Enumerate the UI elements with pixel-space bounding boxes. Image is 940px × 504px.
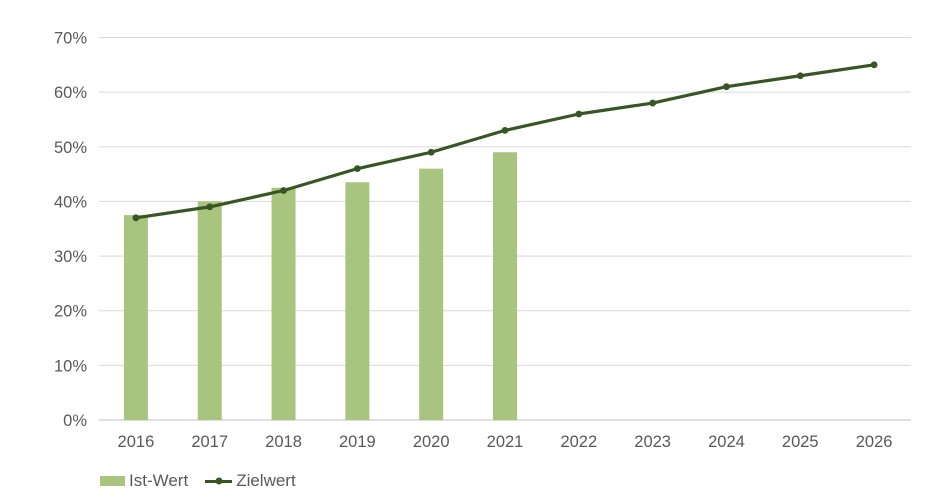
zielwert-marker-2023	[649, 99, 657, 107]
zielwert-marker-2016	[132, 214, 140, 222]
chart-legend: Ist-Wert Zielwert	[100, 470, 313, 492]
zielwert-marker-2021	[501, 126, 509, 134]
y-tick-label-30: 30%	[54, 248, 87, 266]
x-tick-label-2026: 2026	[856, 433, 893, 451]
zielwert-marker-2020	[427, 148, 435, 156]
bar-2016	[123, 215, 148, 420]
x-tick-label-2025: 2025	[782, 433, 819, 451]
legend-item-zielwert: Zielwert	[205, 471, 296, 491]
x-tick-label-2016: 2016	[118, 433, 155, 451]
zielwert-marker-2019	[353, 165, 361, 173]
legend-label-zielwert: Zielwert	[236, 471, 296, 490]
x-tick-label-2021: 2021	[487, 433, 524, 451]
bar-2021	[493, 152, 517, 420]
x-tick-label-2024: 2024	[708, 433, 745, 451]
zielwert-marker-2025	[796, 72, 804, 80]
zielwert-marker-2022	[575, 110, 583, 118]
zielwert-marker-2017	[206, 203, 214, 211]
zielwert-marker-icon	[215, 477, 223, 485]
x-tick-label-2023: 2023	[634, 433, 671, 451]
zielwert-marker-2018	[280, 187, 287, 194]
zielwert-marker-2024	[723, 83, 730, 91]
y-tick-label-10: 10%	[54, 357, 87, 375]
zielwert-swatch-icon	[205, 477, 233, 485]
x-tick-label-2019: 2019	[339, 433, 376, 451]
zielwert-marker-2026	[870, 61, 878, 69]
legend-label-ist-wert: Ist-Wert	[129, 471, 189, 490]
x-tick-label-2018: 2018	[265, 433, 302, 451]
x-tick-label-2017: 2017	[191, 433, 228, 451]
legend-item-ist-wert: Ist-Wert	[100, 471, 188, 491]
y-tick-label-60: 60%	[54, 84, 87, 102]
y-tick-label-20: 20%	[54, 303, 87, 321]
y-tick-label-50: 50%	[54, 139, 87, 157]
bar-2019	[345, 182, 370, 420]
y-tick-label-70: 70%	[54, 30, 87, 48]
ist-wert-swatch-icon	[100, 476, 125, 486]
y-tick-label-0: 0%	[63, 412, 87, 430]
bar-2018	[271, 187, 296, 420]
bar-2020	[419, 168, 444, 420]
x-tick-label-2020: 2020	[413, 433, 450, 451]
x-tick-label-2022: 2022	[560, 433, 597, 451]
y-tick-label-40: 40%	[54, 193, 87, 211]
bar-2017	[197, 201, 222, 420]
